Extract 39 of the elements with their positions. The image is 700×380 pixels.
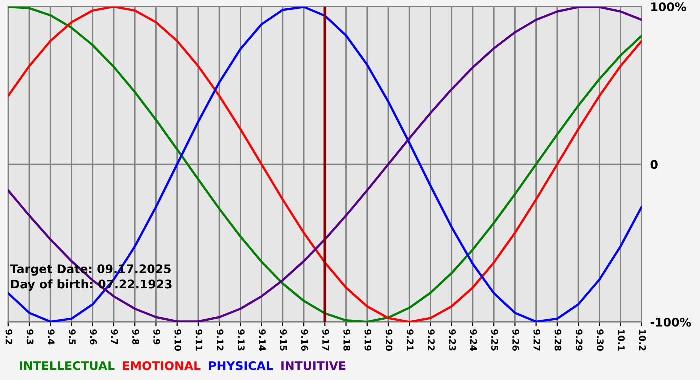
x-tick-label: 9.20: [386, 330, 393, 352]
text: EMOTIONAL: [123, 361, 201, 370]
x-tick-label: 9.25: [491, 330, 498, 351]
x-tick-label: 9.7: [111, 330, 118, 344]
x-tick-label: 9.26: [512, 330, 520, 351]
x-tick-label: 9.6: [90, 330, 98, 345]
y-tick-label: -100%: [650, 318, 692, 327]
x-tick-label: 9.4: [48, 330, 55, 345]
x-tick-label: 9.28: [554, 330, 562, 351]
x-tick-label: 9.18: [344, 330, 350, 351]
y-tick-label: 100%: [652, 2, 686, 12]
x-tick-label: 9.22: [428, 330, 435, 351]
x-tick-label: 9.13: [238, 330, 245, 351]
x-tick-label: 9.2: [6, 330, 13, 344]
x-tick-label: 9.5: [69, 330, 76, 345]
text: PHYSICAL: [209, 361, 274, 370]
x-tick-label: 9.21: [406, 330, 414, 351]
x-tick-label: 9.11: [196, 330, 203, 351]
x-tick-label: 9.14: [259, 330, 266, 352]
x-tick-label: 9.23: [449, 330, 456, 351]
x-tick-label: 9.12: [216, 330, 224, 351]
x-tick-label: 9.9: [154, 330, 160, 345]
x-tick-label: 9.19: [364, 330, 372, 351]
x-tick-label: 9.17: [322, 330, 330, 351]
x-tick-label: 9.8: [132, 330, 140, 345]
x-tick-label: 9.27: [534, 330, 541, 351]
x-tick-label: 9.15: [280, 330, 288, 351]
x-tick-label: 10.1: [618, 330, 625, 351]
text: INTUITIVE: [282, 362, 346, 370]
x-tick-label: 9.16: [301, 330, 308, 351]
x-tick-label: 9.29: [576, 330, 583, 351]
y-tick-label: 0: [650, 160, 658, 170]
x-tick-label: 9.30: [597, 330, 604, 352]
x-tick-label: 9.3: [26, 330, 34, 344]
x-tick-label: 9.10: [174, 330, 182, 352]
x-tick-label: 10.2: [639, 330, 646, 351]
line-series: [8, 6, 642, 322]
x-tick-label: 9.24: [470, 330, 478, 352]
text: INTELLECTUAL: [20, 361, 115, 370]
